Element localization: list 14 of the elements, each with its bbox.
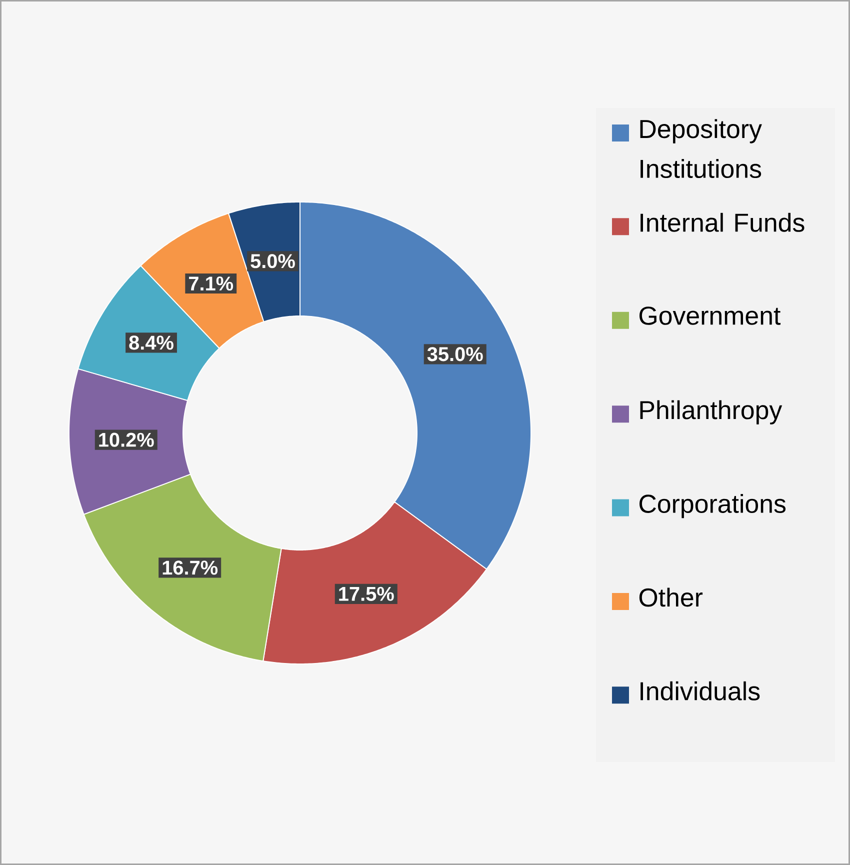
data-label: 10.2% — [99, 432, 154, 447]
legend-label: Corporations — [640, 494, 786, 518]
legend-label: Other — [639, 588, 703, 607]
data-label: 16.7% — [162, 560, 218, 575]
legend-label: Philanthropy — [640, 400, 782, 424]
data-label: 8.4% — [129, 336, 174, 350]
legend-label: Government — [639, 306, 781, 325]
data-label: 35.0% — [427, 347, 483, 362]
data-label: 7.1% — [189, 276, 234, 291]
legend-label: Internal Funds — [640, 212, 804, 232]
data-label: 17.5% — [339, 586, 394, 601]
legend-label: Depository Institutions — [640, 119, 762, 178]
legend-label: Individuals — [640, 681, 760, 700]
data-label: 5.0% — [250, 254, 295, 268]
